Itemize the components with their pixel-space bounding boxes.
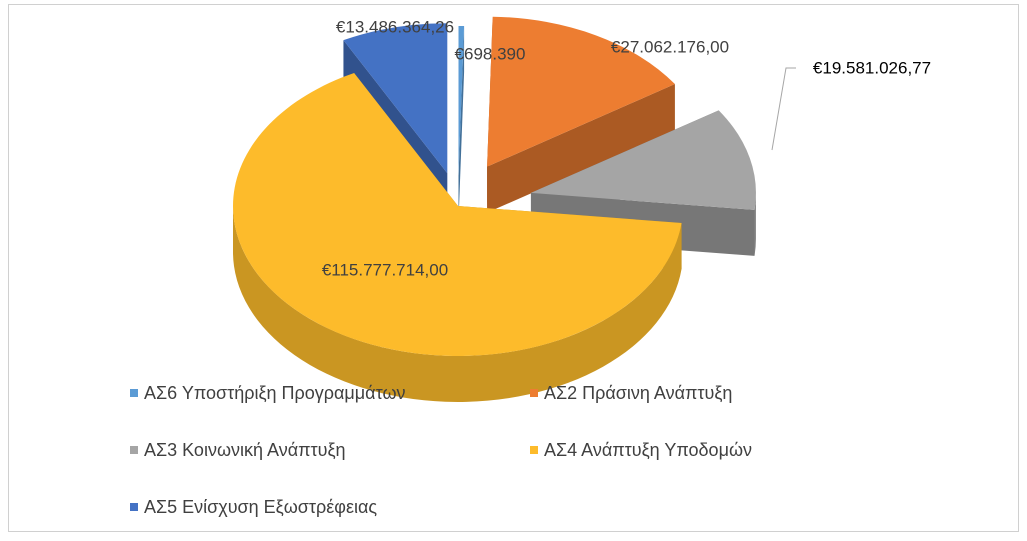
- legend-swatch: [530, 389, 538, 397]
- slice: [458, 26, 465, 177]
- data-label: €13.486.364,26: [336, 17, 454, 36]
- slice: [343, 23, 448, 174]
- slice-wall: [233, 206, 682, 403]
- slice-side: [487, 84, 675, 213]
- slice-wall: [754, 192, 756, 256]
- legend-label: ΑΣ5 Ενίσχυση Εξωστρέφειας: [144, 497, 377, 517]
- slice-side: [458, 26, 465, 223]
- legend-swatch: [530, 446, 538, 454]
- legend: ΑΣ6 Υποστήριξη Προγραμμάτων ΑΣ2 Πράσινη Α…: [130, 383, 752, 517]
- pie: [233, 16, 756, 403]
- slice: [233, 72, 682, 356]
- legend-label: ΑΣ3 Κοινωνική Ανάπτυξη: [144, 440, 346, 460]
- data-label: €19.581.026,77: [813, 58, 931, 77]
- slice: [530, 110, 756, 210]
- legend-label: ΑΣ4 Ανάπτυξη Υποδομών: [544, 440, 752, 460]
- data-label: €115.777.714,00: [322, 260, 448, 279]
- leader-line: [771, 67, 796, 151]
- data-label: €698.390: [455, 44, 526, 63]
- data-label: €27.062.176,00: [611, 37, 729, 56]
- legend-label: ΑΣ6 Υποστήριξη Προγραμμάτων: [144, 383, 406, 403]
- labels: €698.390 €27.062.176,00 €19.581.026,77 €115…: [322, 17, 931, 279]
- legend-swatch: [130, 503, 138, 511]
- legend-label: ΑΣ2 Πράσινη Ανάπτυξη: [544, 383, 732, 403]
- slice: [487, 16, 675, 167]
- legend-swatch: [130, 389, 138, 397]
- legend-swatch: [130, 446, 138, 454]
